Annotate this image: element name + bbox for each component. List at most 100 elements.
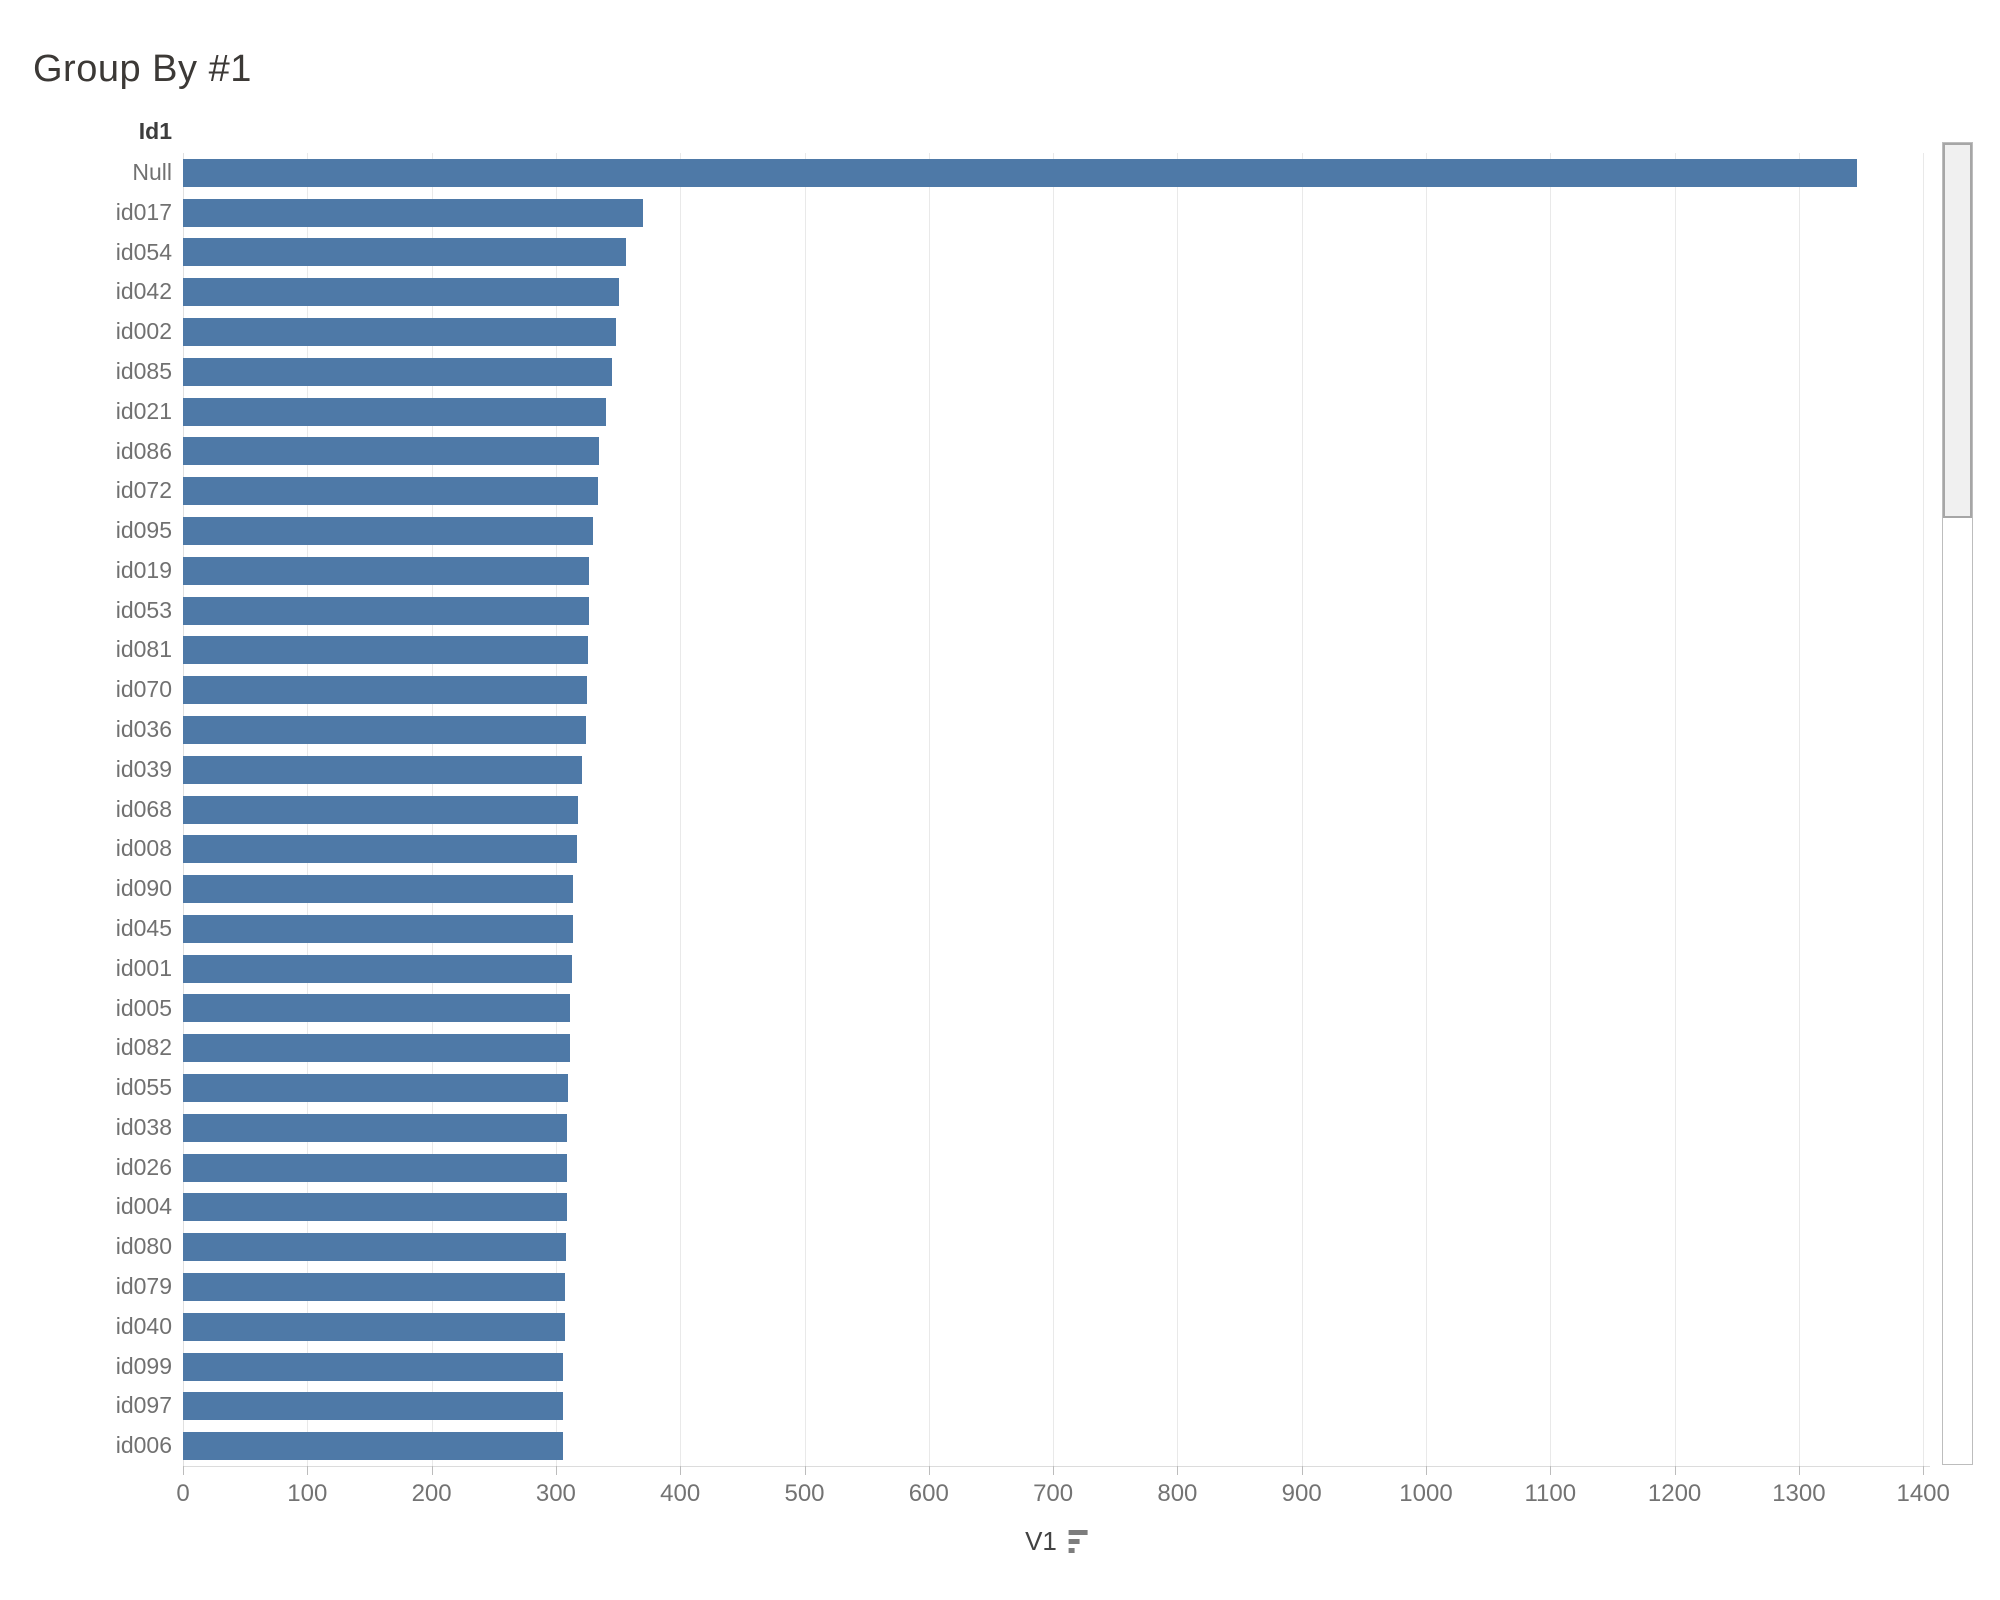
row-label-id081[interactable]: id081 (115, 636, 172, 663)
bar-id005[interactable] (183, 994, 570, 1023)
row-label-id085[interactable]: id085 (115, 357, 172, 384)
row-label-id068[interactable]: id068 (115, 795, 172, 822)
bar-id006[interactable] (183, 1432, 564, 1461)
row-label-id042[interactable]: id042 (115, 278, 172, 305)
bar-id068[interactable] (183, 795, 579, 824)
row-label-id036[interactable]: id036 (115, 716, 172, 743)
x-axis-title[interactable]: V1 (1025, 1526, 1057, 1556)
bar-id053[interactable] (183, 596, 590, 625)
x-axis-tick (1053, 1466, 1055, 1475)
bar-id045[interactable] (183, 914, 574, 943)
row-label-id082[interactable]: id082 (115, 1034, 172, 1061)
bar-id070[interactable] (183, 676, 587, 705)
sort-descending-icon[interactable] (1068, 1530, 1088, 1553)
bar-id038[interactable] (183, 1113, 568, 1142)
bar-id080[interactable] (183, 1233, 566, 1262)
row-label-id017[interactable]: id017 (115, 198, 172, 225)
row-label-id005[interactable]: id005 (115, 994, 172, 1021)
bar-id019[interactable] (183, 556, 590, 585)
bar-id054[interactable] (183, 238, 626, 267)
bar-id097[interactable] (183, 1392, 564, 1421)
bar-Null[interactable] (183, 158, 1858, 187)
bar-id021[interactable] (183, 397, 606, 426)
x-axis-tick-label-300: 300 (535, 1480, 576, 1507)
gridline-500 (804, 153, 806, 1466)
bar-id036[interactable] (183, 715, 586, 744)
bar-id017[interactable] (183, 198, 643, 227)
row-label-id006[interactable]: id006 (115, 1432, 172, 1459)
row-label-id086[interactable]: id086 (115, 437, 172, 464)
row-label-id026[interactable]: id026 (115, 1153, 172, 1180)
x-axis-tick-label-1200: 1200 (1647, 1480, 1702, 1507)
row-label-id001[interactable]: id001 (115, 954, 172, 981)
bar-id085[interactable] (183, 357, 612, 386)
row-label-id072[interactable]: id072 (115, 477, 172, 504)
x-axis-tick-label-1100: 1100 (1524, 1480, 1577, 1507)
sort-bar-short (1068, 1548, 1075, 1553)
bar-id001[interactable] (183, 954, 573, 983)
row-label-id080[interactable]: id080 (115, 1233, 172, 1260)
row-label-id004[interactable]: id004 (115, 1193, 172, 1220)
row-label-id097[interactable]: id097 (115, 1392, 172, 1419)
x-axis-tick-label-700: 700 (1033, 1480, 1074, 1507)
bar-id055[interactable] (183, 1074, 569, 1102)
row-label-id040[interactable]: id040 (115, 1312, 172, 1339)
x-axis-tick (1177, 1466, 1179, 1475)
bar-id026[interactable] (183, 1153, 568, 1182)
x-axis-tick (1301, 1466, 1303, 1475)
row-label-id055[interactable]: id055 (115, 1074, 172, 1101)
bar-id004[interactable] (183, 1193, 568, 1222)
bar-id081[interactable] (183, 636, 589, 665)
sort-bar-long (1068, 1530, 1088, 1535)
x-axis-tick-label-500: 500 (784, 1480, 825, 1507)
chart-title: Group By #1 (33, 48, 252, 90)
row-label-id038[interactable]: id038 (115, 1113, 172, 1140)
row-label-id070[interactable]: id070 (115, 676, 172, 703)
x-axis-tick (1550, 1466, 1552, 1475)
bar-id079[interactable] (183, 1272, 565, 1301)
row-label-Null[interactable]: Null (132, 159, 172, 185)
row-label-id039[interactable]: id039 (115, 755, 172, 782)
row-label-id099[interactable]: id099 (115, 1352, 172, 1379)
row-label-id090[interactable]: id090 (115, 875, 172, 902)
x-axis-tick-label-100: 100 (287, 1480, 328, 1507)
bar-id040[interactable] (183, 1312, 565, 1341)
x-axis-tick-label-200: 200 (411, 1480, 452, 1507)
vertical-scrollbar-track[interactable] (1942, 142, 1973, 1465)
x-axis-tick (1798, 1466, 1800, 1475)
bar-id002[interactable] (183, 318, 616, 347)
bar-id095[interactable] (183, 516, 594, 545)
bar-id008[interactable] (183, 835, 578, 864)
bar-id042[interactable] (183, 278, 620, 307)
row-label-id002[interactable]: id002 (115, 318, 172, 345)
row-label-id008[interactable]: id008 (115, 835, 172, 862)
vertical-scrollbar-thumb[interactable] (1943, 143, 1972, 518)
row-label-id021[interactable]: id021 (115, 397, 172, 424)
x-axis-tick-label-900: 900 (1281, 1480, 1322, 1507)
bar-id039[interactable] (183, 755, 582, 784)
x-axis-tick-label-0: 0 (176, 1480, 190, 1507)
row-label-id079[interactable]: id079 (115, 1273, 172, 1300)
gridline-1200 (1674, 153, 1676, 1466)
x-axis-tick-label-400: 400 (660, 1480, 701, 1507)
x-axis-tick (307, 1466, 309, 1475)
row-label-id054[interactable]: id054 (115, 238, 172, 265)
bar-id086[interactable] (183, 437, 600, 466)
bar-id072[interactable] (183, 477, 599, 506)
column-header-id1[interactable]: Id1 (138, 118, 172, 144)
bar-id099[interactable] (183, 1352, 564, 1381)
x-axis-tick-label-1400: 1400 (1896, 1480, 1950, 1507)
row-label-id053[interactable]: id053 (115, 596, 172, 623)
x-axis-tick (431, 1466, 433, 1475)
gridline-600 (928, 153, 930, 1466)
row-label-id045[interactable]: id045 (115, 914, 172, 941)
x-axis-tick (804, 1466, 806, 1475)
bar-id090[interactable] (183, 875, 574, 904)
x-axis-tick-label-1300: 1300 (1772, 1480, 1826, 1507)
x-axis-tick-label-600: 600 (908, 1480, 949, 1507)
gridline-700 (1053, 153, 1055, 1466)
row-label-id019[interactable]: id019 (115, 556, 172, 583)
bar-id082[interactable] (183, 1034, 570, 1063)
row-label-id095[interactable]: id095 (115, 517, 172, 544)
